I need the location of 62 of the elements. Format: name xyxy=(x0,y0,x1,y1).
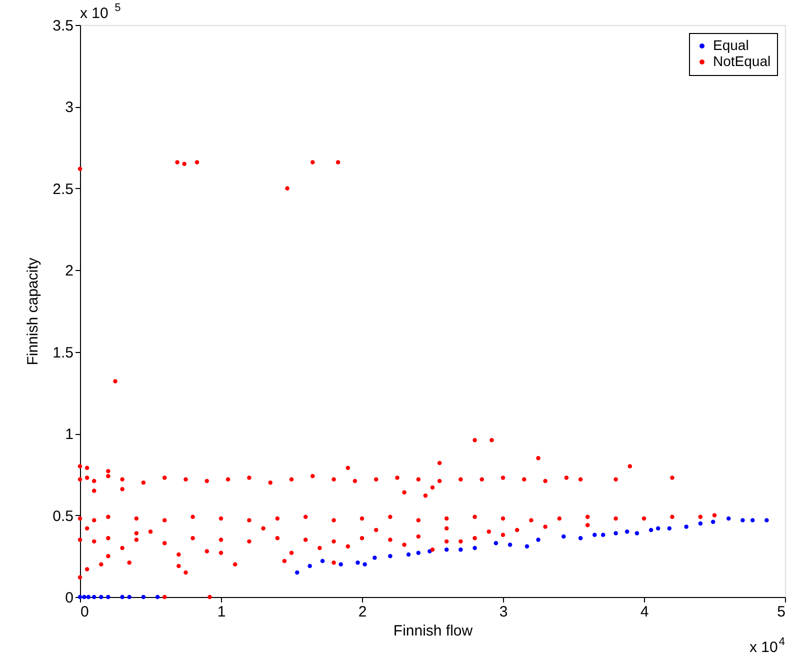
point xyxy=(106,594,110,600)
point xyxy=(338,562,343,566)
point xyxy=(764,518,769,522)
x-tick-label: 5 xyxy=(777,604,786,620)
point xyxy=(740,518,745,522)
x-tick-label: 3 xyxy=(499,604,508,620)
y-tick-label: 1.5 xyxy=(52,344,74,362)
point xyxy=(416,550,421,555)
point xyxy=(472,546,477,550)
x-axis-title: Finnish flow xyxy=(393,622,473,640)
point xyxy=(600,532,606,538)
y-tick-label: 2.5 xyxy=(52,180,74,198)
legend-label: NotEqual xyxy=(713,53,771,69)
point xyxy=(92,594,96,600)
point xyxy=(710,520,716,524)
point xyxy=(99,594,104,600)
point xyxy=(667,526,672,530)
point xyxy=(698,521,703,526)
y-tick-label: 0 xyxy=(65,590,74,606)
x-tick-label: 1 xyxy=(217,604,226,620)
point xyxy=(592,532,597,538)
point xyxy=(372,556,377,560)
y-tick-label: 1 xyxy=(65,426,74,444)
point xyxy=(356,560,360,565)
point xyxy=(750,518,755,522)
point xyxy=(562,534,566,539)
point xyxy=(508,542,512,547)
point xyxy=(120,594,124,600)
point xyxy=(78,594,82,600)
point xyxy=(614,531,618,536)
point xyxy=(648,528,654,532)
y-tick-label: 3.5 xyxy=(52,18,74,34)
point xyxy=(308,564,312,568)
x-tick-label: 0 xyxy=(80,604,89,620)
y-tick-label: 2 xyxy=(65,262,74,280)
point xyxy=(406,552,411,557)
point xyxy=(362,562,367,566)
point xyxy=(444,547,449,552)
point xyxy=(320,558,325,564)
point xyxy=(155,594,160,600)
y-tick-label: 3 xyxy=(65,99,74,116)
point xyxy=(524,544,530,548)
point xyxy=(494,540,498,546)
point xyxy=(726,516,731,521)
point xyxy=(388,554,392,558)
point xyxy=(656,526,660,530)
point xyxy=(634,531,640,536)
y-tick-label: 0.5 xyxy=(52,508,74,525)
point xyxy=(684,524,688,529)
x-tick-label: 4 xyxy=(640,604,649,620)
legend-label: Equal xyxy=(713,37,749,53)
point xyxy=(578,536,583,540)
x-tick-label: 2 xyxy=(358,604,367,620)
point xyxy=(141,594,146,600)
point xyxy=(536,538,540,542)
y-axis-title: Finnish capacity xyxy=(24,257,42,366)
point xyxy=(624,530,630,534)
point xyxy=(127,594,132,600)
point xyxy=(82,594,86,600)
point xyxy=(458,547,463,552)
point xyxy=(86,594,91,600)
point xyxy=(295,570,300,575)
